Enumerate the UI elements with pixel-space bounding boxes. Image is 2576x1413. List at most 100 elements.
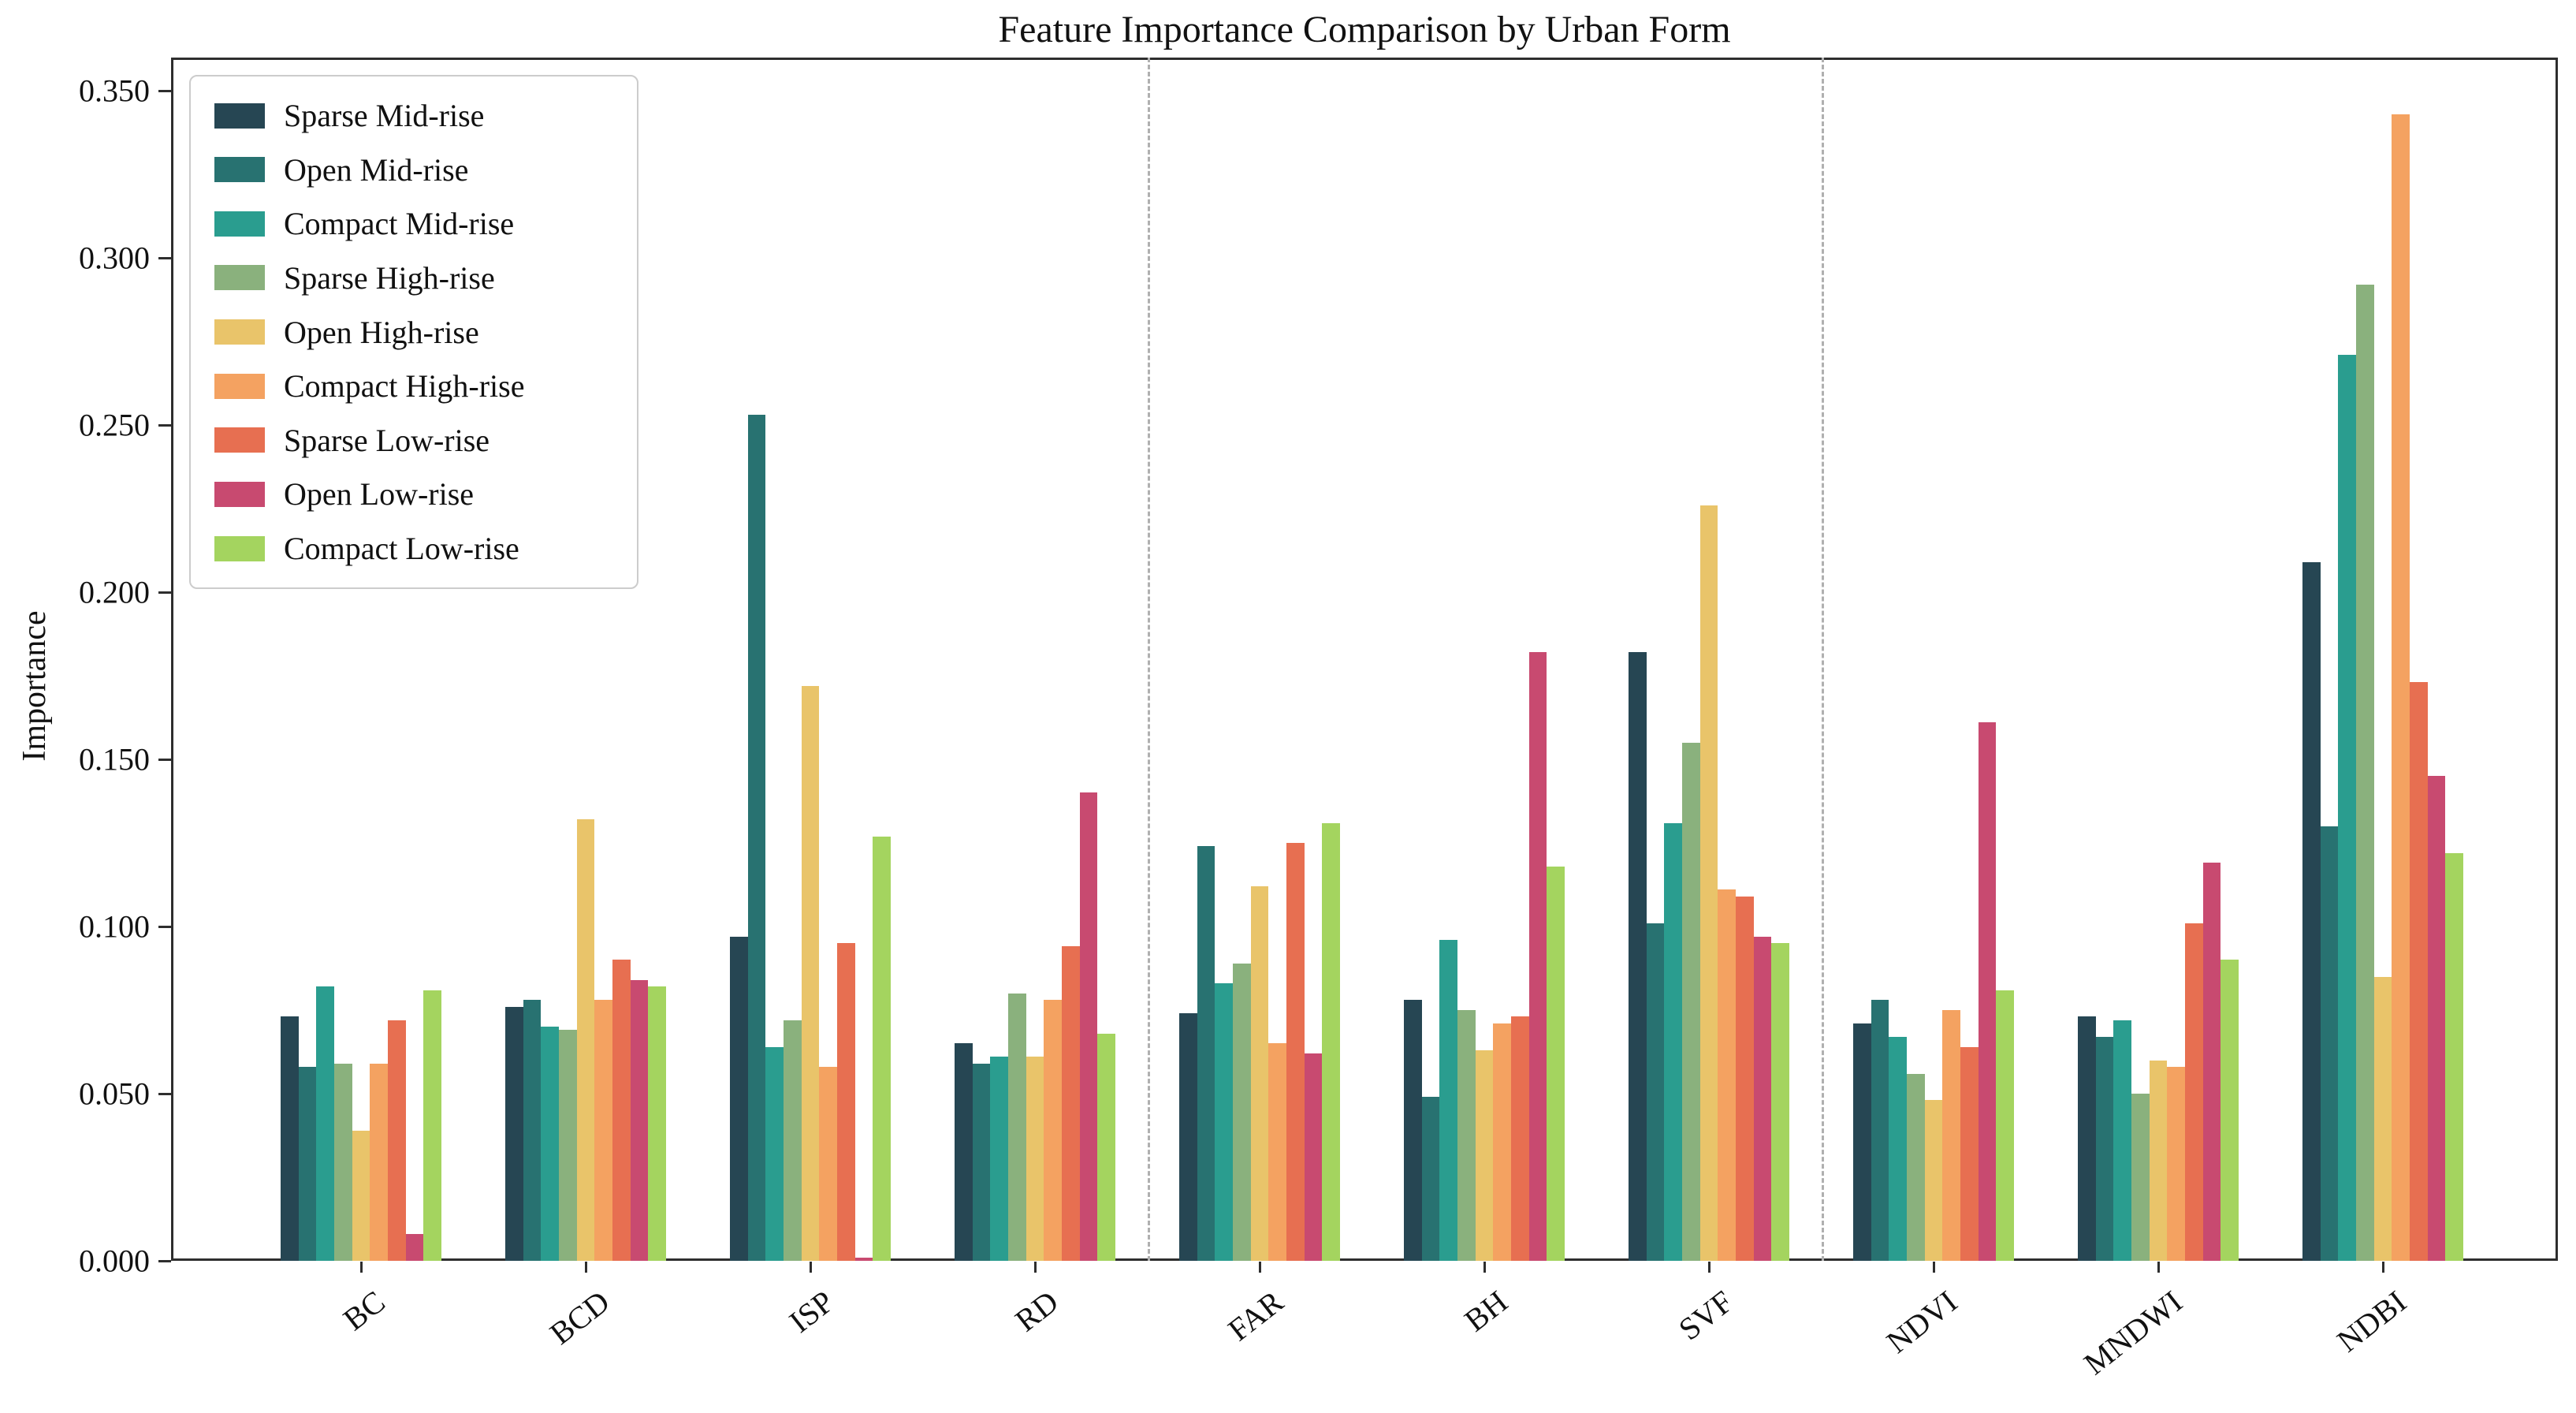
group-separator-line	[1147, 58, 1150, 1261]
y-tick-mark	[158, 1260, 171, 1262]
bar	[2410, 682, 2428, 1261]
bar	[1268, 1043, 1287, 1261]
bar	[2320, 826, 2339, 1261]
y-tick-mark	[158, 1093, 171, 1095]
bar	[1079, 792, 1098, 1261]
x-tick-mark	[1707, 1262, 1711, 1273]
y-tick-mark	[158, 591, 171, 594]
legend-swatch	[214, 103, 265, 129]
bar	[352, 1130, 370, 1261]
bar	[1097, 1033, 1116, 1261]
bar	[2113, 1020, 2131, 1261]
bar	[2149, 1060, 2168, 1261]
legend-item: Sparse High-rise	[214, 259, 613, 296]
bar	[854, 1257, 873, 1261]
legend-item: Sparse Mid-rise	[214, 97, 613, 134]
bar	[990, 1057, 1008, 1261]
bar	[1889, 1036, 1907, 1261]
bar	[2427, 776, 2446, 1261]
bar	[1197, 846, 1215, 1261]
bar	[2220, 960, 2239, 1261]
x-tick-mark	[2381, 1262, 2384, 1273]
legend-label: Sparse Low-rise	[284, 422, 490, 458]
bar	[1718, 889, 1737, 1261]
bar	[316, 986, 334, 1261]
x-tick-label: BC	[336, 1283, 392, 1338]
y-tick-label: 0.000	[79, 1243, 150, 1279]
bar	[2373, 976, 2392, 1261]
bar	[1215, 983, 1233, 1261]
bar	[1026, 1057, 1044, 1261]
bar	[1646, 923, 1665, 1261]
bar	[1924, 1100, 1943, 1261]
y-tick-mark	[158, 90, 171, 92]
legend-label: Compact Low-rise	[284, 531, 519, 566]
legend-item: Compact Low-rise	[214, 530, 613, 567]
y-tick-mark	[158, 257, 171, 259]
bar	[1871, 1000, 1889, 1261]
bar	[1286, 843, 1305, 1261]
bar	[1547, 866, 1565, 1261]
bar	[423, 990, 442, 1261]
bar	[954, 1043, 973, 1261]
bar	[1771, 943, 1790, 1261]
x-tick-label: NDVI	[1879, 1283, 1964, 1360]
bar	[2445, 852, 2464, 1261]
bar	[1511, 1016, 1529, 1261]
x-tick-label: BCD	[542, 1283, 616, 1351]
bar	[873, 836, 892, 1261]
legend-label: Compact High-rise	[284, 368, 525, 405]
bar	[2131, 1094, 2150, 1261]
bar	[1304, 1053, 1323, 1261]
bar	[298, 1067, 317, 1261]
legend-label: Compact Mid-rise	[284, 206, 515, 242]
bar	[2167, 1067, 2186, 1261]
x-tick-label: SVF	[1671, 1283, 1740, 1348]
bar	[2302, 561, 2321, 1261]
y-tick-label: 0.300	[79, 240, 150, 276]
bar	[1493, 1023, 1512, 1261]
legend-item: Open Mid-rise	[214, 151, 613, 188]
bar	[648, 986, 667, 1261]
bar	[1044, 1000, 1063, 1261]
x-tick-label: RD	[1008, 1283, 1066, 1339]
legend-label: Open High-rise	[284, 314, 479, 350]
x-tick-mark	[2157, 1262, 2160, 1273]
y-tick-mark	[158, 926, 171, 928]
legend-label: Open Mid-rise	[284, 151, 469, 188]
chart-title: Feature Importance Comparison by Urban F…	[998, 9, 1731, 50]
bar	[1528, 652, 1547, 1261]
legend-item: Sparse Low-rise	[214, 422, 613, 459]
y-tick-label: 0.200	[79, 574, 150, 610]
y-tick-label: 0.100	[79, 908, 150, 945]
bar	[1421, 1097, 1440, 1261]
bar	[594, 1000, 613, 1261]
x-tick-mark	[1483, 1262, 1486, 1273]
x-tick-label: BH	[1457, 1283, 1515, 1339]
legend-item: Open Low-rise	[214, 475, 613, 513]
legend-swatch	[214, 481, 265, 507]
bar	[729, 936, 748, 1261]
legend-swatch	[214, 319, 265, 345]
bar	[972, 1063, 991, 1261]
bar	[1852, 1023, 1871, 1261]
x-tick-mark	[359, 1262, 363, 1273]
x-tick-mark	[1932, 1262, 1935, 1273]
bar	[801, 685, 820, 1261]
bar	[405, 1234, 424, 1261]
bar	[1250, 886, 1269, 1261]
y-tick-mark	[158, 759, 171, 761]
bar	[1007, 993, 1026, 1261]
bar	[1699, 505, 1718, 1261]
bar	[612, 960, 631, 1261]
bar	[765, 1046, 784, 1261]
bar	[1978, 722, 1997, 1261]
bar	[2185, 923, 2203, 1261]
bar	[1753, 936, 1772, 1261]
legend-swatch	[214, 211, 265, 237]
bar	[1996, 990, 2015, 1261]
bar	[1628, 652, 1647, 1261]
x-tick-mark	[1033, 1262, 1037, 1273]
bar	[1960, 1046, 1979, 1261]
